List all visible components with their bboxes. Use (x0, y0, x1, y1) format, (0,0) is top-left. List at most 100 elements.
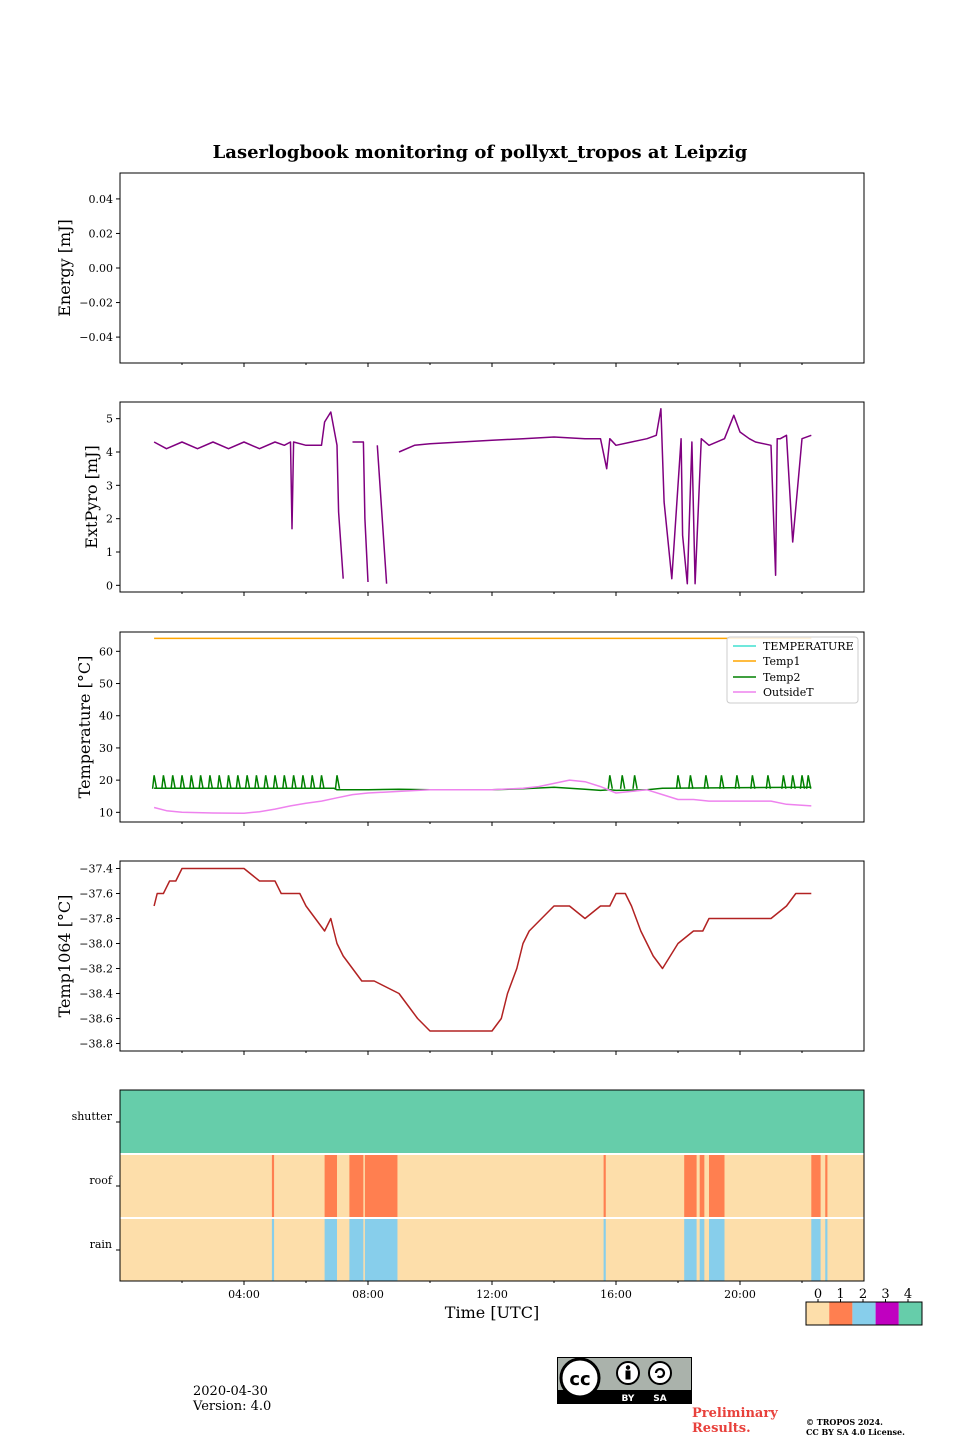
status-cell-rain (120, 1218, 864, 1281)
y-tick-label: −37.4 (79, 863, 113, 876)
y-tick-label: 0.04 (89, 193, 114, 206)
footer-date: 2020-04-30 (193, 1384, 268, 1399)
series-spike-temp2 (632, 775, 638, 789)
status-cell-roof (120, 1154, 864, 1217)
extpyro-yticks: 0 1 2 3 4 5 (106, 413, 120, 592)
series-spike-temp2 (319, 775, 325, 789)
y-tick-label: 2 (106, 513, 113, 526)
y-tick-label: 5 (106, 413, 113, 426)
series-spike-temp2 (226, 775, 232, 789)
by-person-body-icon (625, 1370, 631, 1380)
series-spike-temp2 (244, 775, 251, 789)
temp1064-axes-frame (119, 860, 865, 1052)
y-tick-label: 20 (99, 774, 113, 787)
x-tick-label: 08:00 (352, 1288, 384, 1301)
series-spike-temp2 (272, 775, 279, 789)
series-spike-temp2 (334, 775, 341, 789)
y-tick-label: 0.00 (89, 262, 114, 275)
legend-label-outsidet: OutsideT (763, 686, 814, 699)
status-cell-rain-flag (271, 1218, 275, 1281)
series-spike-temp2 (781, 775, 787, 789)
colorbar-swatch (898, 1302, 922, 1325)
series-spike-temp2 (151, 775, 158, 789)
y-tick-label: 40 (99, 710, 113, 723)
copyright-line1: © TROPOS 2024. (806, 1417, 883, 1427)
x-tick-label: 12:00 (476, 1288, 508, 1301)
colorbar-tick-label: 2 (859, 1287, 867, 1302)
colorbar-swatch (852, 1302, 876, 1325)
status-cell-roof-open (324, 1154, 337, 1217)
series-spike-temp2 (282, 775, 288, 789)
status-cell-roof-open (271, 1154, 275, 1217)
preliminary-line1: Preliminary (692, 1406, 778, 1421)
series-spike-temp2 (688, 775, 694, 789)
legend-label-temp1: Temp1 (763, 655, 800, 668)
colorbar-swatch (875, 1302, 899, 1325)
y-tick-label: −37.8 (79, 913, 113, 926)
series-spike-temp2 (263, 775, 269, 789)
energy-yticks: 0.04 0.02 0.00 −0.02 −0.04 (79, 193, 120, 344)
series-spike-temp2 (291, 775, 297, 789)
series-spike-temp2 (734, 775, 741, 789)
colorbar-tick-label: 0 (814, 1287, 822, 1302)
series-line-outsidet (153, 779, 812, 815)
status-cell-shutter (120, 1090, 864, 1153)
status-cell-roof-open (349, 1154, 364, 1217)
temp1064-ylabel: Temp1064 [°C] (55, 895, 74, 1018)
series-line-temp1064 (153, 867, 812, 1032)
series-spike-temp2 (309, 775, 316, 789)
copyright-notice: © TROPOS 2024. CC BY SA 4.0 License. (806, 1417, 905, 1437)
series-spike-temp2 (207, 775, 214, 789)
y-tick-label: 60 (99, 645, 113, 658)
series-spike-temp2 (198, 775, 204, 789)
status-cell-roof-open (709, 1154, 725, 1217)
by-person-head-icon (625, 1365, 631, 1370)
y-tick-label: 50 (99, 678, 113, 691)
cc-logo-letters-icon: cc (569, 1369, 590, 1390)
y-tick-label: 0.02 (89, 227, 114, 240)
extpyro-axes-frame (119, 401, 865, 593)
colorbar-tick-label: 3 (881, 1287, 889, 1302)
y-tick-label: −38.2 (79, 963, 113, 976)
temp1064-panel: Temp1064 [°C] −37.4−37.6−37.8−38.0−38.2−… (55, 860, 865, 1055)
status-cell-roof-open (684, 1154, 697, 1217)
status-cell-rain-flag (684, 1218, 697, 1281)
preliminary-line2: Results. (692, 1421, 751, 1436)
status-row-label: shutter (72, 1110, 113, 1123)
status-cell-rain-flag (825, 1218, 828, 1281)
y-tick-label: 0 (106, 579, 113, 592)
status-cell-rain-flag (349, 1218, 364, 1281)
legend-box (726, 636, 859, 704)
sa-share-alike-icon (648, 1361, 672, 1385)
temperature-lines (151, 637, 812, 815)
series-line-extpyro (398, 407, 812, 585)
temperature-ylabel: Temperature [°C] (75, 656, 94, 799)
status-panel: shutter roof rain 04:00 08:00 12:00 16:00 20:0… (72, 1089, 865, 1322)
status-cell-rain-flag (709, 1218, 725, 1281)
cc-by-label: BY (622, 1394, 635, 1404)
series-spike-temp2 (254, 775, 260, 789)
y-tick-label: −38.4 (79, 988, 113, 1001)
y-tick-label: −38.8 (79, 1038, 113, 1051)
status-cell-roof-open (699, 1154, 705, 1217)
cc-sa-label: SA (653, 1394, 666, 1404)
y-tick-label: 10 (99, 806, 113, 819)
status-cell-roof-open (364, 1154, 398, 1217)
status-cell-roof-open (811, 1154, 821, 1217)
status-cell-rain-flag (811, 1218, 821, 1281)
y-tick-label: 1 (106, 546, 113, 559)
series-spike-temp2 (607, 775, 614, 789)
series-spike-temp2 (675, 775, 682, 789)
status-row-separator (120, 1153, 864, 1155)
energy-axes-frame (119, 172, 865, 364)
status-row-label: roof (89, 1174, 113, 1187)
status-cells (120, 1090, 864, 1281)
y-tick-label: −38.0 (79, 938, 113, 951)
status-cell-rain-flag (324, 1218, 337, 1281)
extpyro-xticks (181, 592, 803, 596)
colorbar-tick-label: 1 (836, 1287, 844, 1302)
series-spike-temp2 (719, 775, 725, 789)
legend-label-temperature: TEMPERATURE (763, 640, 854, 653)
